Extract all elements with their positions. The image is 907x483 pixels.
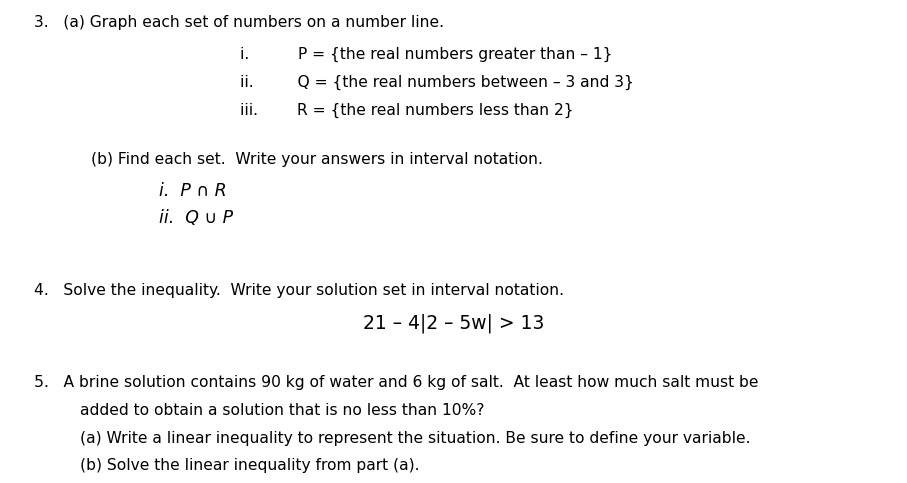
Text: added to obtain a solution that is no less than 10%?: added to obtain a solution that is no le… — [80, 403, 484, 418]
Text: iii.        R = {the real numbers less than 2}: iii. R = {the real numbers less than 2} — [240, 103, 574, 118]
Text: 21 – 4|2 – 5w| > 13: 21 – 4|2 – 5w| > 13 — [363, 313, 544, 333]
Text: ii.         Q = {the real numbers between – 3 and 3}: ii. Q = {the real numbers between – 3 an… — [240, 75, 634, 90]
Text: (a) Write a linear inequality to represent the situation. Be sure to define your: (a) Write a linear inequality to represe… — [80, 431, 750, 446]
Text: (b) Solve the linear inequality from part (a).: (b) Solve the linear inequality from par… — [80, 458, 419, 473]
Text: 4.   Solve the inequality.  Write your solution set in interval notation.: 4. Solve the inequality. Write your solu… — [34, 283, 564, 298]
Text: i.          P = {the real numbers greater than – 1}: i. P = {the real numbers greater than – … — [240, 47, 613, 62]
Text: (b) Find each set.  Write your answers in interval notation.: (b) Find each set. Write your answers in… — [91, 152, 542, 167]
Text: 5.   A brine solution contains 90 kg of water and 6 kg of salt.  At least how mu: 5. A brine solution contains 90 kg of wa… — [34, 375, 759, 390]
Text: 3.   (a) Graph each set of numbers on a number line.: 3. (a) Graph each set of numbers on a nu… — [34, 14, 444, 29]
Text: ii.  Q ∪ P: ii. Q ∪ P — [159, 209, 233, 227]
Text: i.  P ∩ R: i. P ∩ R — [159, 182, 227, 199]
